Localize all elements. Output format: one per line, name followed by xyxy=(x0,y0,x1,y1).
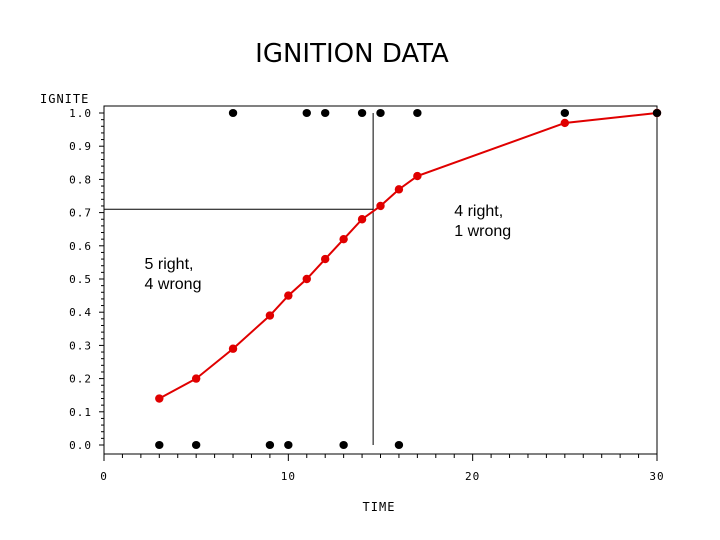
y-tick-label: 0.5 xyxy=(69,273,92,286)
fitted-point xyxy=(321,254,330,264)
observed-points-layer xyxy=(155,109,662,449)
x-tick-label: 30 xyxy=(649,470,664,483)
observed-point xyxy=(560,109,570,117)
fitted-point xyxy=(302,274,311,284)
fitted-point xyxy=(265,311,275,320)
fitted-point xyxy=(376,201,385,211)
y-tick-label: 0.1 xyxy=(69,406,92,419)
annotation-text: 4 right, xyxy=(454,203,503,220)
chart-title: IGNITION DATA xyxy=(255,39,449,69)
fitted-point xyxy=(357,215,367,224)
fitted-point xyxy=(228,344,238,353)
y-tick-label: 0.3 xyxy=(69,339,92,352)
y-axis-label: IGNITE xyxy=(40,92,89,106)
observed-point xyxy=(302,109,311,117)
observed-point xyxy=(265,441,275,449)
fitted-probability-line xyxy=(158,112,658,400)
fitted-point xyxy=(413,171,422,181)
annotation-text: 5 right, xyxy=(145,256,194,273)
y-tick-label: 0.0 xyxy=(69,439,92,452)
x-axis-label: TIME xyxy=(363,500,396,514)
y-tick-label: 0.2 xyxy=(69,373,92,386)
y-tick-label: 0.4 xyxy=(69,306,92,319)
x-tick-label: 0 xyxy=(100,470,108,483)
fitted-point xyxy=(284,291,293,300)
observed-point xyxy=(357,109,367,117)
x-tick-label: 20 xyxy=(465,470,480,483)
annotation-text: 4 wrong xyxy=(145,276,202,293)
fitted-point xyxy=(155,394,164,403)
observed-point xyxy=(284,441,293,449)
observed-point xyxy=(394,441,404,449)
fitted-point xyxy=(394,185,404,194)
fitted-curve-layer xyxy=(155,108,662,403)
annotation-layer: 5 right, 4 wrong 4 right, 1 wrong xyxy=(145,203,512,293)
x-tick-label: 10 xyxy=(281,470,296,483)
observed-point xyxy=(191,441,201,449)
tick-layer: 0.0 0.1 0.2 0.3 0.4 0.5 0.6 0.7 0.8 0.9 1.0 0 10 20 30 xyxy=(69,107,664,483)
annotation-text: 1 wrong xyxy=(454,223,511,240)
observed-point xyxy=(321,109,330,117)
fitted-point xyxy=(560,118,570,128)
observed-point xyxy=(652,109,662,117)
observed-point xyxy=(228,109,238,117)
y-tick-label: 0.9 xyxy=(69,140,92,153)
fitted-point xyxy=(191,374,201,383)
y-tick-label: 0.8 xyxy=(69,173,92,186)
observed-point xyxy=(155,441,164,449)
y-tick-label: 1.0 xyxy=(69,107,92,120)
y-tick-label: 0.6 xyxy=(69,240,92,253)
observed-point xyxy=(413,109,422,117)
observed-point xyxy=(376,109,385,117)
reference-line-layer xyxy=(104,113,374,445)
y-tick-label: 0.7 xyxy=(69,207,92,220)
fitted-point xyxy=(339,234,348,244)
observed-point xyxy=(339,441,348,449)
